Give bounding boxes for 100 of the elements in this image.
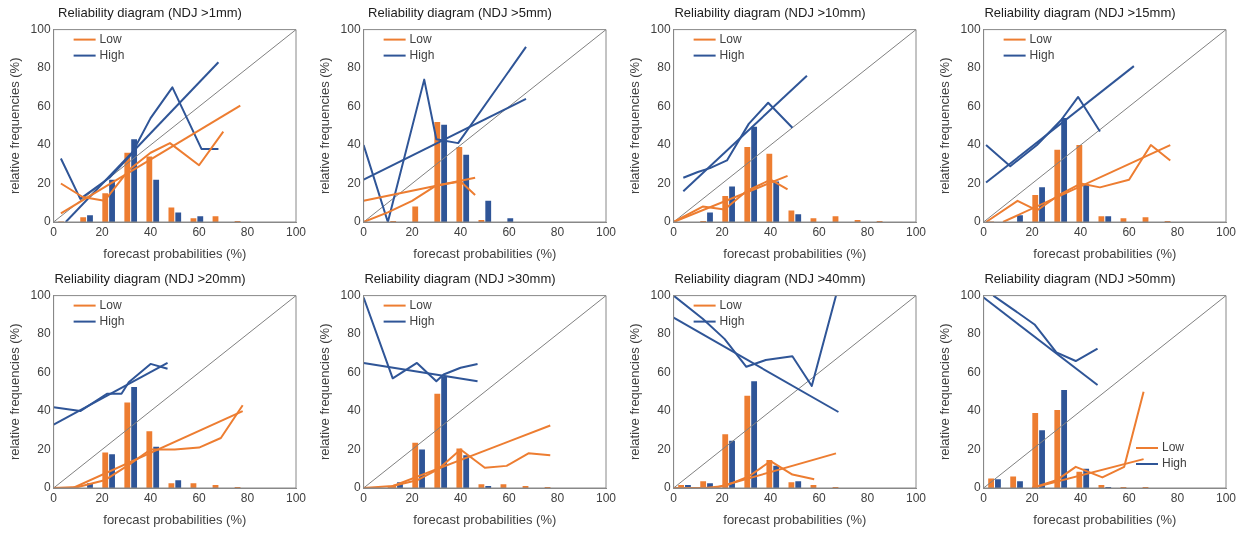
y-axis-title: relative frequencies (%): [937, 323, 953, 461]
x-tick-label: 20: [405, 224, 420, 239]
x-tick-label: 20: [715, 224, 730, 239]
y-tick-label: 0: [663, 214, 671, 229]
x-tick-label: 40: [453, 490, 468, 505]
y-tick-label: 20: [657, 441, 671, 456]
y-tick-label: 40: [967, 403, 981, 418]
y-tick-label: 40: [37, 403, 51, 418]
chart-title: Reliability diagram (NDJ >10mm): [674, 5, 866, 21]
y-tick-label: 60: [347, 364, 361, 379]
y-tick-label: 80: [657, 326, 671, 341]
y-tick-label: 0: [43, 480, 51, 495]
legend-label: High: [1162, 456, 1187, 471]
y-tick-label: 0: [43, 214, 51, 229]
x-tick-label: 80: [860, 490, 875, 505]
legend-label: Low: [99, 31, 122, 46]
x-tick-label: 60: [502, 224, 517, 239]
x-tick-label: 20: [95, 490, 110, 505]
y-tick-label: 60: [967, 364, 981, 379]
y-tick-label: 20: [347, 441, 361, 456]
x-tick-label: 60: [812, 490, 827, 505]
x-axis-title: forecast probabilities (%): [1033, 511, 1177, 527]
y-tick-label: 0: [663, 480, 671, 495]
legend-label: Low: [409, 31, 432, 46]
x-tick-label: 20: [95, 224, 110, 239]
y-tick-label: 60: [657, 364, 671, 379]
y-tick-label: 100: [960, 287, 981, 302]
x-axis-title: forecast probabilities (%): [413, 245, 557, 261]
y-tick-label: 100: [30, 287, 51, 302]
y-tick-label: 40: [347, 137, 361, 152]
y-tick-label: 80: [967, 60, 981, 75]
x-axis-title: forecast probabilities (%): [413, 511, 557, 527]
x-tick-label: 20: [405, 490, 420, 505]
y-tick-label: 80: [967, 326, 981, 341]
legend-label: Low: [1029, 31, 1052, 46]
y-tick-label: 100: [340, 287, 361, 302]
legend-label: High: [719, 313, 745, 328]
x-tick-label: 60: [502, 490, 517, 505]
x-tick-label: 20: [1025, 490, 1040, 505]
x-tick-label: 60: [192, 490, 207, 505]
x-tick-label: 100: [595, 224, 617, 239]
x-tick-label: 40: [763, 224, 778, 239]
x-tick-label: 100: [905, 490, 927, 505]
y-tick-label: 20: [37, 175, 51, 190]
chart-title: Reliability diagram (NDJ >20mm): [54, 271, 246, 287]
y-tick-label: 100: [30, 21, 51, 36]
y-tick-label: 0: [973, 480, 981, 495]
y-tick-label: 60: [967, 98, 981, 113]
y-tick-label: 40: [347, 403, 361, 418]
y-tick-label: 100: [960, 21, 981, 36]
x-tick-label: 80: [550, 490, 565, 505]
legend-label: High: [99, 313, 125, 328]
y-axis-title: relative frequencies (%): [627, 57, 643, 195]
y-tick-label: 0: [973, 214, 981, 229]
y-axis-title: relative frequencies (%): [317, 323, 333, 461]
y-tick-label: 0: [353, 214, 361, 229]
y-tick-label: 40: [967, 137, 981, 152]
y-tick-label: 20: [347, 175, 361, 190]
x-tick-label: 60: [1122, 224, 1137, 239]
y-tick-label: 100: [650, 287, 671, 302]
x-tick-label: 60: [1122, 490, 1137, 505]
x-tick-label: 20: [715, 490, 730, 505]
chart-title: Reliability diagram (NDJ >50mm): [984, 271, 1176, 287]
y-tick-label: 100: [340, 21, 361, 36]
x-axis-title: forecast probabilities (%): [103, 245, 247, 261]
x-tick-label: 100: [285, 224, 307, 239]
y-axis-title: relative frequencies (%): [7, 57, 23, 195]
x-tick-label: 20: [1025, 224, 1040, 239]
y-tick-label: 40: [37, 137, 51, 152]
y-axis-title: relative frequencies (%): [317, 57, 333, 195]
x-axis-title: forecast probabilities (%): [723, 245, 867, 261]
x-axis-title: forecast probabilities (%): [103, 511, 247, 527]
chart-title: Reliability diagram (NDJ >30mm): [364, 271, 556, 287]
x-tick-label: 40: [143, 490, 158, 505]
y-tick-label: 80: [37, 60, 51, 75]
x-tick-label: 100: [905, 224, 927, 239]
y-tick-label: 0: [353, 480, 361, 495]
y-tick-label: 40: [657, 403, 671, 418]
x-tick-label: 100: [1215, 490, 1237, 505]
y-axis-title: relative frequencies (%): [7, 323, 23, 461]
chart-title: Reliability diagram (NDJ >15mm): [984, 5, 1176, 21]
y-tick-label: 100: [650, 21, 671, 36]
y-tick-label: 60: [37, 98, 51, 113]
x-tick-label: 80: [240, 224, 255, 239]
legend-label: Low: [99, 297, 122, 312]
y-axis-title: relative frequencies (%): [627, 323, 643, 461]
x-axis-title: forecast probabilities (%): [1033, 245, 1177, 261]
x-tick-label: 100: [595, 490, 617, 505]
legend-label: High: [409, 47, 435, 62]
y-tick-label: 80: [657, 60, 671, 75]
y-tick-label: 20: [967, 175, 981, 190]
legend-label: High: [99, 47, 125, 62]
y-tick-label: 80: [347, 326, 361, 341]
x-tick-label: 80: [550, 224, 565, 239]
y-tick-label: 80: [347, 60, 361, 75]
chart-title: Reliability diagram (NDJ >40mm): [674, 271, 866, 287]
x-tick-label: 80: [1170, 224, 1185, 239]
y-axis-title: relative frequencies (%): [937, 57, 953, 195]
chart-title: Reliability diagram (NDJ >1mm): [58, 5, 242, 21]
legend-label: Low: [719, 31, 742, 46]
